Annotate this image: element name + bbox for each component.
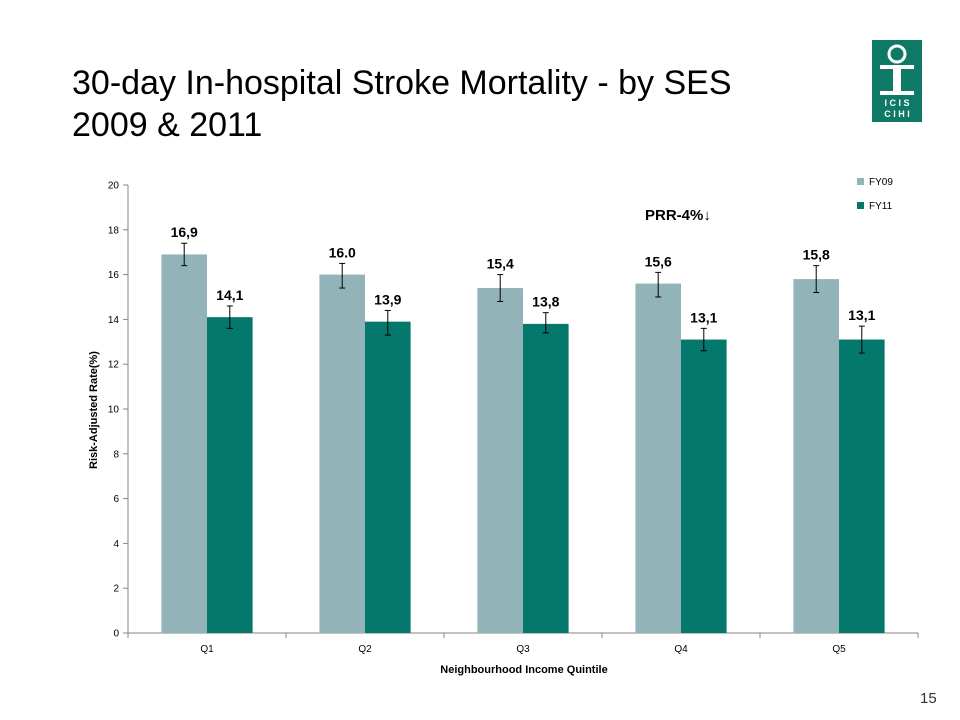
y-tick-label: 18 bbox=[108, 225, 120, 236]
y-tick-label: 20 bbox=[108, 181, 120, 192]
bar-fy09-q2 bbox=[319, 274, 365, 633]
slide-title-line-1: 30-day In-hospital Stroke Mortality - by… bbox=[72, 64, 732, 102]
bar-fy09-q1 bbox=[161, 254, 207, 633]
legend-label-fy09: FY09 bbox=[869, 177, 893, 188]
bar-fy11-q5 bbox=[839, 339, 885, 633]
bars bbox=[161, 254, 885, 633]
x-axis: Q1 Q2 Q3 Q4 Q5 bbox=[127, 632, 919, 655]
y-tick-label: 6 bbox=[113, 494, 119, 505]
x-tick-label: Q1 bbox=[200, 644, 214, 655]
bar-fy11-q4 bbox=[681, 339, 727, 633]
data-label: 15,6 bbox=[645, 253, 672, 269]
bar-fy11-q3 bbox=[523, 323, 569, 633]
y-tick-label: 2 bbox=[113, 584, 119, 595]
data-label: 13,1 bbox=[690, 309, 717, 325]
data-label: 16.0 bbox=[329, 244, 356, 260]
legend-swatch-fy11 bbox=[857, 202, 864, 209]
legend-swatch-fy09 bbox=[857, 178, 864, 185]
x-tick-label: Q2 bbox=[358, 644, 372, 655]
y-tick-label: 12 bbox=[108, 360, 120, 371]
bar-fy11-q1 bbox=[207, 317, 253, 633]
y-tick-label: 0 bbox=[113, 629, 119, 640]
y-axis-title: Risk-Adjusted Rate(%) bbox=[88, 351, 100, 469]
x-tick-label: Q5 bbox=[832, 644, 846, 655]
error-bars bbox=[181, 242, 865, 354]
bar-fy09-q5 bbox=[793, 279, 839, 633]
legend-label-fy11: FY11 bbox=[869, 201, 893, 212]
y-tick-label: 16 bbox=[108, 270, 120, 281]
data-label: 14,1 bbox=[216, 287, 243, 303]
slide-title-line-2: 2009 & 2011 bbox=[72, 106, 263, 144]
prr-annotation: PRR-4%↓ bbox=[645, 207, 711, 224]
data-label: 15,8 bbox=[803, 247, 830, 263]
x-axis-title: Neighbourhood Income Quintile bbox=[440, 664, 607, 676]
y-tick-label: 10 bbox=[108, 405, 120, 416]
data-label: 13,1 bbox=[848, 307, 875, 323]
logo-text-bottom: C I H I bbox=[884, 109, 910, 119]
x-tick-label: Q4 bbox=[674, 644, 688, 655]
data-label: 13,8 bbox=[532, 294, 559, 310]
data-label: 13,9 bbox=[374, 291, 401, 307]
bar-fy11-q2 bbox=[365, 321, 411, 633]
y-tick-label: 8 bbox=[113, 449, 119, 460]
y-tick-label: 4 bbox=[113, 539, 119, 550]
bar-fy09-q3 bbox=[477, 288, 523, 633]
icis-cihi-logo-icon: I C I S C I H I bbox=[872, 40, 922, 122]
page-number: 15 bbox=[920, 690, 937, 707]
data-label: 16,9 bbox=[171, 224, 198, 240]
data-label: 15,4 bbox=[487, 256, 514, 272]
data-labels: 16,9 16.0 15,4 15,6 15,8 14,1 13,9 13,8 13,1 13,1 bbox=[171, 224, 876, 325]
y-axis: 0 2 4 6 8 10 12 14 16 18 20 bbox=[108, 181, 129, 640]
y-tick-label: 14 bbox=[108, 315, 120, 326]
x-tick-label: Q3 bbox=[516, 644, 530, 655]
slide-title: 30-day In-hospital Stroke Mortality - by… bbox=[72, 62, 832, 146]
legend: FY09 FY11 bbox=[857, 177, 893, 212]
bar-fy09-q4 bbox=[635, 283, 681, 633]
logo-text-top: I C I S bbox=[884, 98, 909, 108]
